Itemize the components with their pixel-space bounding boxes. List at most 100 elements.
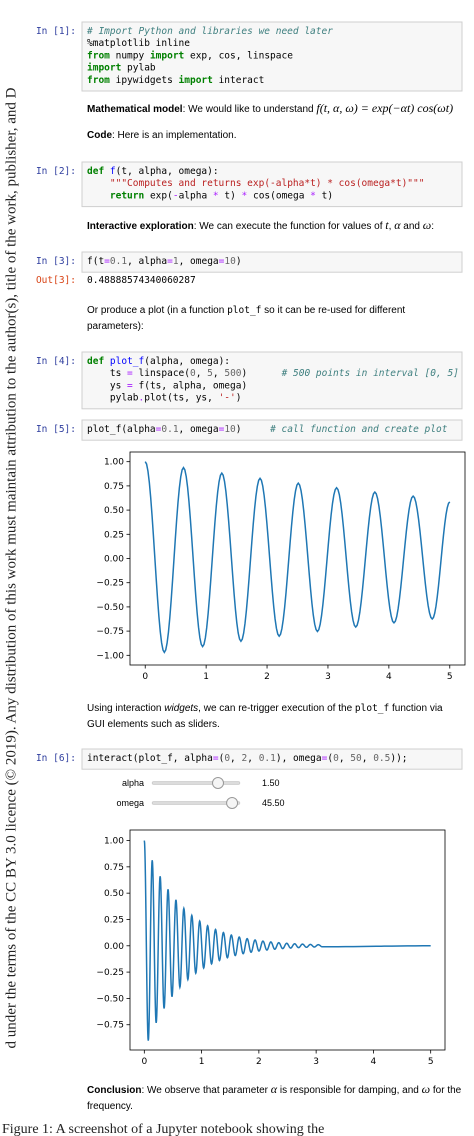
token: ) (236, 424, 270, 435)
token: ω (422, 1082, 430, 1096)
y-tick-label: 0.25 (104, 915, 124, 925)
code-cell (81, 21, 463, 92)
token: Conclusion (87, 1085, 141, 1096)
token: and (401, 221, 423, 232)
side-note: d under the terms of the CC BY 3.0 licen… (3, 87, 19, 1048)
token: frequency. (87, 1101, 133, 1112)
token: 50 (350, 753, 362, 764)
token: : (431, 221, 434, 232)
token: , (196, 368, 207, 379)
token: * (213, 190, 219, 201)
text-line: f(t=0.1, alpha=1, omega=10) (87, 256, 242, 267)
token: import (179, 75, 213, 86)
token: return (110, 190, 144, 201)
token (87, 178, 110, 189)
token: plot_f (227, 305, 261, 316)
text-line: Conclusion: We observe that parameter α … (87, 1082, 462, 1096)
text-line: """Computes and returns exp(-alpha*t) * … (87, 178, 424, 189)
text-line: return exp(-alpha * t) * cos(omega * t) (87, 190, 333, 201)
token: f(t (87, 256, 104, 267)
y-tick-label: −0.50 (96, 603, 124, 613)
text-line: %matplotlib inline (87, 38, 190, 49)
token: # Import Python and libraries we need la… (86, 26, 333, 37)
token: ys (87, 380, 127, 391)
token: 0.1 (161, 424, 178, 435)
text-line: from ipywidgets import interact (87, 75, 264, 86)
token: , (339, 753, 350, 764)
token: GUI elements such as sliders. (87, 719, 220, 730)
token: alpha (179, 190, 213, 201)
text-line: pylab.plot(ts, ys, '-') (87, 393, 241, 404)
text-line: frequency. (87, 1101, 133, 1112)
text-line: ts = linspace(0, 5, 500) # 500 points in… (87, 368, 459, 379)
token: 0 (224, 753, 230, 764)
token: plot_f (355, 703, 389, 714)
x-tick-label: 0 (141, 1057, 147, 1067)
token: ) (236, 256, 242, 267)
axes-frame (129, 451, 466, 666)
x-tick-label: 2 (264, 672, 270, 682)
token: * (242, 190, 248, 201)
y-tick-label: 0.50 (104, 889, 124, 899)
slider-handle (226, 797, 239, 809)
token: , (230, 753, 241, 764)
x-tick-label: 1 (203, 672, 209, 682)
text-line: ys = f(ts, alpha, omega) (87, 380, 247, 391)
token: Code (87, 130, 112, 141)
token: interact(plot_f, alpha (87, 753, 213, 764)
token: , (213, 368, 224, 379)
token: α (271, 1082, 278, 1096)
text-line: interact(plot_f, alpha=(0, 2, 0.1), omeg… (87, 753, 408, 764)
y-tick-label: 1.00 (104, 837, 124, 847)
token: , omega (179, 424, 219, 435)
y-tick-label: 0.75 (104, 482, 124, 492)
token: = (219, 256, 225, 267)
token: 5 (207, 368, 213, 379)
token: ( (327, 753, 333, 764)
caption: Figure 1: A screenshot of a Jupyter note… (2, 1122, 324, 1136)
token: α (394, 218, 401, 232)
x-tick-label: 3 (313, 1057, 319, 1067)
token: , (362, 753, 373, 764)
token: import (150, 50, 184, 61)
token: 0.1 (110, 256, 127, 267)
y-tick-label: 0.50 (104, 506, 124, 516)
text-line: plot_f(alpha=0.1, omega=10) # call funct… (87, 424, 448, 435)
y-tick-label: 0.00 (104, 942, 124, 952)
text-line: Or produce a plot (in a function plot_f … (87, 305, 405, 316)
y-tick-label: −0.75 (96, 627, 124, 637)
text-line: GUI elements such as sliders. (87, 719, 220, 730)
y-tick-label: 0.75 (104, 863, 124, 873)
token: Interactive exploration (87, 221, 194, 232)
prompt: In [4]: (36, 356, 76, 367)
token: . (138, 393, 144, 404)
token: 0.1 (259, 753, 276, 764)
y-tick-label: 1.00 (104, 458, 124, 468)
token: : We can execute the function for values… (194, 221, 386, 232)
text-line: 0.48888574340060287 (87, 275, 196, 286)
text-line: Using interaction widgets, we can re-tri… (87, 703, 443, 714)
token: 10 (224, 256, 236, 267)
token: * (310, 190, 316, 201)
text-line: import pylab (87, 63, 156, 74)
code-cell (81, 419, 463, 441)
slider-label: alpha (122, 778, 144, 788)
x-tick-label: 5 (428, 1057, 434, 1067)
token: widgets (164, 703, 198, 714)
token: # call function and create plot (269, 424, 448, 435)
token: f (110, 166, 116, 177)
token: ( (219, 753, 225, 764)
text-line: from numpy import exp, cos, linspace (87, 50, 293, 61)
token: , we can re-trigger execution of the (198, 703, 355, 714)
token: pylab (121, 63, 156, 74)
token (87, 190, 110, 201)
token: : We would like to understand (183, 104, 317, 115)
slider-handle (212, 777, 224, 789)
x-tick-label: 3 (325, 672, 331, 682)
token: Mathematical model (87, 104, 183, 115)
token: (alpha, omega): (144, 356, 230, 367)
text-line: def plot_f(alpha, omega): (87, 356, 230, 367)
token: = (322, 753, 328, 764)
token: 2 (242, 753, 248, 764)
